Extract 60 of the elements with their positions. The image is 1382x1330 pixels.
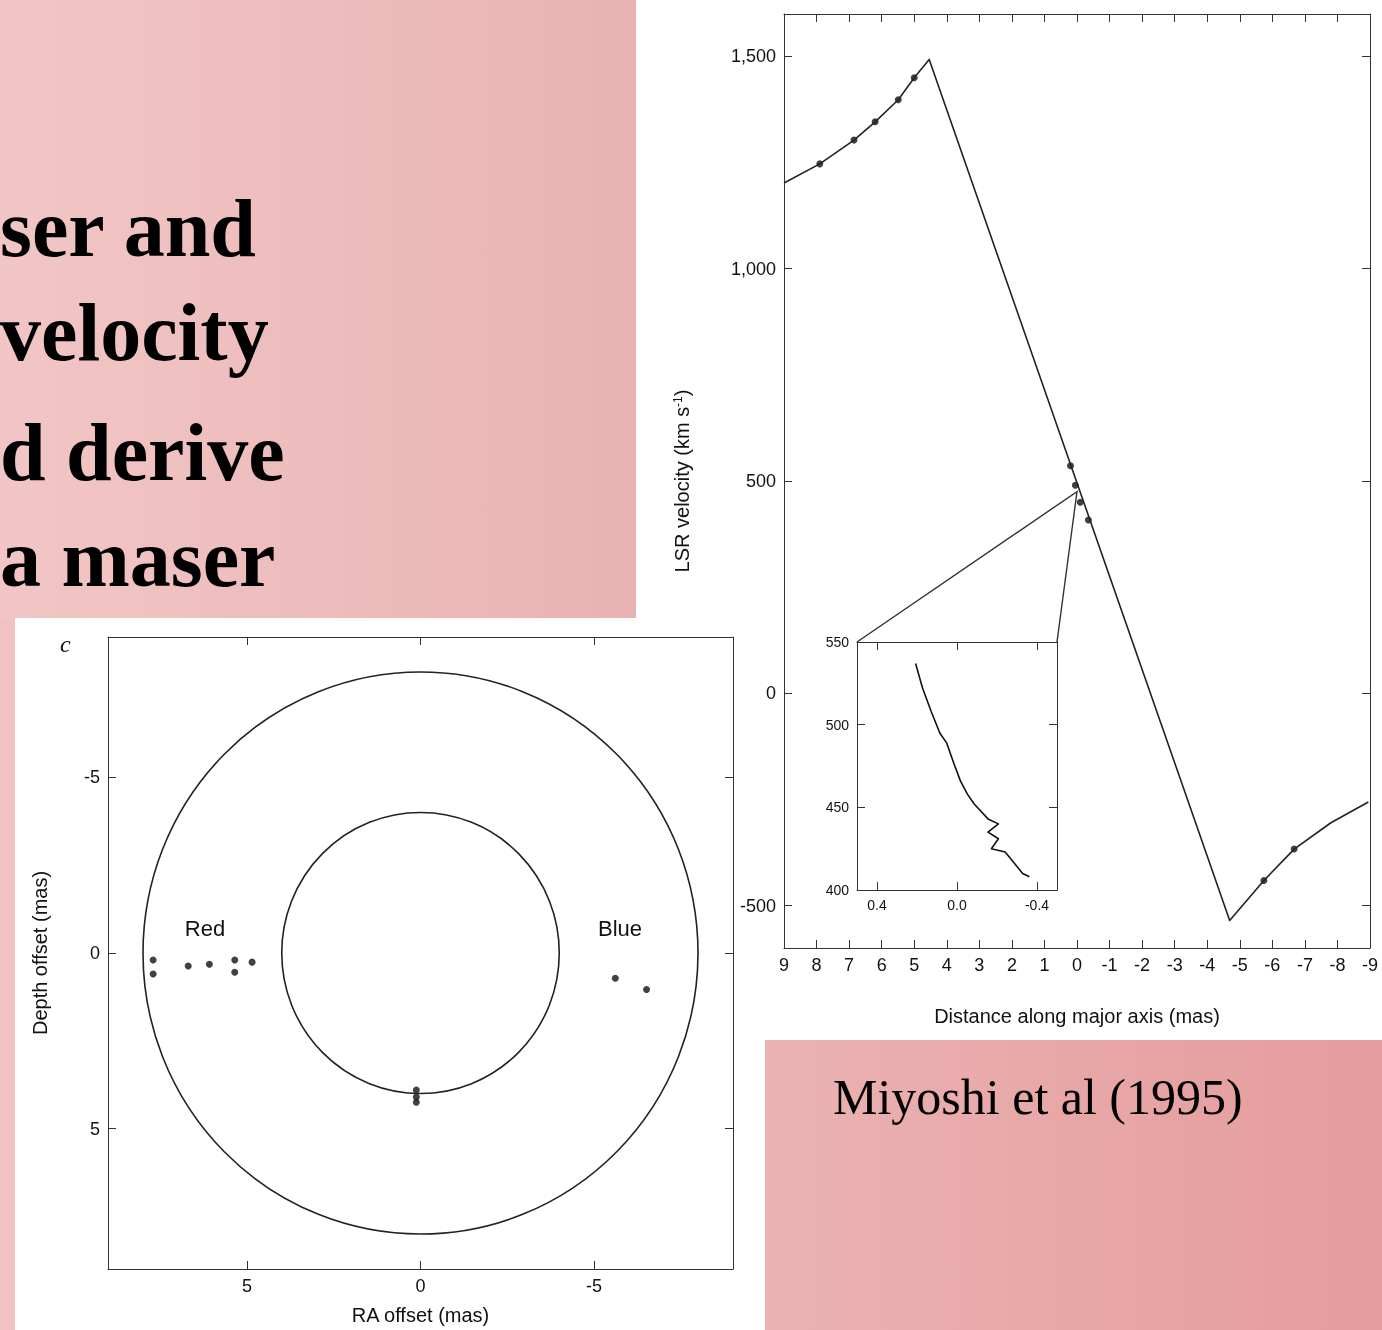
x-tick-label: 0 [1071,955,1083,975]
x-tick-label: -5 [1231,955,1248,975]
line-series [783,58,1370,922]
x-axis-title: Distance along major axis (mas) [934,1005,1220,1027]
text: ser and [0,183,256,274]
y-tick-label: 450 [825,799,850,816]
point [149,970,157,978]
x-tick-label: 0.4 [867,897,887,913]
point [231,968,239,976]
point [205,960,213,968]
x-tick-label: -3 [1166,955,1183,975]
point [643,986,651,994]
text: velocity [0,287,269,378]
y-tick-label: 1,500 [730,46,776,67]
line-series [914,662,1031,878]
x-tick-label: 2 [1006,955,1017,975]
point [412,1098,420,1106]
y-tick-label: 0 [765,683,776,704]
y-axis-title: LSR velocity (km s-1) [671,389,693,573]
y-axis-title: Depth offset (mas) [29,870,51,1036]
x-tick-label: -9 [1361,955,1379,975]
y-tick-label: -5 [83,767,100,788]
annotation: Red [184,915,226,941]
x-tick-label: 8 [811,955,822,975]
x-tick-label: 5 [909,955,920,975]
x-tick-label: -4 [1199,955,1216,975]
x-tick-label: -0.4 [1024,897,1050,913]
annotation: Blue [597,915,643,941]
x-tick-label: 0.0 [947,897,967,913]
y-tick-label: -500 [739,895,776,916]
x-tick-label: 3 [974,955,985,975]
point [231,956,239,964]
x-tick-label: -2 [1134,955,1151,975]
point [248,958,256,966]
y-tick-label: 550 [825,634,850,650]
point [611,974,619,982]
y-tick-label: 1,000 [730,258,776,279]
text: c [60,631,71,657]
x-tick-label: 4 [941,955,952,975]
point [184,962,192,970]
text: d derive [0,407,285,498]
x-tick-label: 6 [876,955,887,975]
y-tick-label: 500 [825,716,850,733]
x-tick-label: 7 [844,955,855,975]
x-axis-title: RA offset (mas) [351,1304,490,1326]
x-tick-label: 1 [1039,955,1050,975]
text: a maser [0,513,276,604]
x-tick-label: -6 [1264,955,1281,975]
x-tick-label: 5 [241,1276,252,1296]
text: Miyoshi et al (1995) [833,1069,1243,1125]
x-tick-label: -7 [1296,955,1313,975]
y-tick-label: 5 [89,1118,100,1139]
y-tick-label: 500 [745,471,776,491]
x-tick-label: -5 [586,1276,603,1296]
x-tick-label: 9 [778,955,790,975]
x-tick-label: -1 [1101,955,1118,975]
y-tick-label: 400 [825,882,850,898]
x-tick-label: -8 [1329,955,1346,975]
point [412,1086,420,1094]
x-tick-label: 0 [415,1276,426,1296]
